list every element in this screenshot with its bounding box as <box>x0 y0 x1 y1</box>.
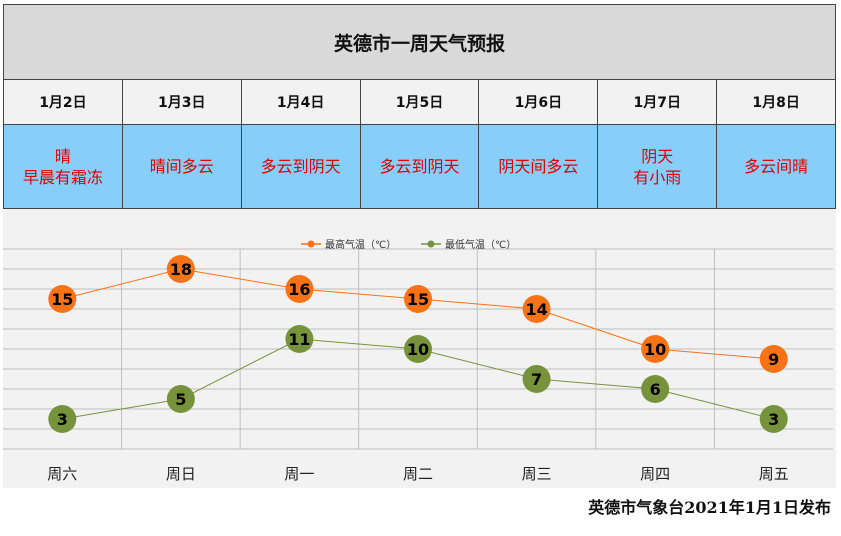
data-label: 6 <box>650 380 661 399</box>
date-cell: 1月6日 <box>479 80 599 125</box>
data-label: 16 <box>288 280 310 299</box>
data-point <box>285 325 314 353</box>
forecast-title: 英德市一周天气预报 <box>3 4 836 80</box>
x-tick-label: 周五 <box>759 465 789 483</box>
data-point <box>404 285 432 313</box>
weather-row: 晴 早晨有霜冻 晴间多云 多云到阴天 多云到阴天 阴天间多云 阴天 有小雨 多云… <box>3 125 837 209</box>
data-label: 10 <box>407 340 429 359</box>
data-point <box>166 385 195 413</box>
data-label: 10 <box>644 340 666 359</box>
weather-cell: 阴天间多云 <box>479 125 599 209</box>
data-label: 14 <box>525 300 547 319</box>
weather-cell: 多云间晴 <box>717 125 837 209</box>
data-point <box>759 405 788 433</box>
x-tick-label: 周六 <box>47 465 77 483</box>
data-label: 3 <box>57 410 68 429</box>
date-row: 1月2日 1月3日 1月4日 1月5日 1月6日 1月7日 1月8日 <box>3 80 837 125</box>
data-point <box>48 405 77 433</box>
weather-cell: 晴间多云 <box>122 125 242 209</box>
date-cell: 1月3日 <box>122 80 242 125</box>
data-point <box>285 275 314 303</box>
data-label: 3 <box>768 410 779 429</box>
data-label: 7 <box>531 370 542 389</box>
weather-cell: 多云到阴天 <box>241 125 361 209</box>
data-point <box>641 335 670 363</box>
weather-cell: 多云到阴天 <box>360 125 480 209</box>
data-label: 18 <box>170 260 192 279</box>
data-label: 15 <box>407 290 429 309</box>
data-point <box>522 295 551 323</box>
data-label: 9 <box>768 350 779 369</box>
x-tick-label: 周三 <box>522 465 552 483</box>
data-label: 5 <box>175 390 186 409</box>
legend-marker <box>427 240 435 248</box>
legend-label: 最高气温（℃） <box>325 238 396 251</box>
date-cell: 1月2日 <box>3 80 123 125</box>
data-label: 15 <box>51 290 73 309</box>
temperature-chart-svg: 最高气温（℃） 最低气温（℃） 15 18 16 15 14 10 9 3 5 11 10 7 6 3 周六 周日… <box>3 238 833 483</box>
temperature-chart: 最高气温（℃） 最低气温（℃） 15 18 16 15 14 10 9 3 5 11 10 7 6 3 周六 周日… <box>3 209 836 488</box>
data-point <box>166 255 195 283</box>
data-point <box>641 375 670 403</box>
date-cell: 1月4日 <box>241 80 361 125</box>
date-cell: 1月7日 <box>598 80 718 125</box>
data-label: 11 <box>288 330 310 349</box>
x-tick-label: 周四 <box>640 465 670 483</box>
data-point <box>48 285 77 313</box>
data-point <box>404 335 432 363</box>
weather-cell: 阴天 有小雨 <box>598 125 718 209</box>
date-cell: 1月5日 <box>360 80 480 125</box>
x-tick-label: 周二 <box>403 465 433 483</box>
data-point <box>522 365 551 393</box>
date-cell: 1月8日 <box>717 80 837 125</box>
data-point <box>759 345 788 373</box>
legend-marker <box>307 240 315 248</box>
weather-cell: 晴 早晨有霜冻 <box>3 125 123 209</box>
legend-label: 最低气温（℃） <box>445 238 516 251</box>
x-tick-label: 周一 <box>284 465 314 483</box>
publisher-footer: 英德市气象台2021年1月1日发布 <box>588 498 831 517</box>
x-tick-label: 周日 <box>166 465 196 483</box>
